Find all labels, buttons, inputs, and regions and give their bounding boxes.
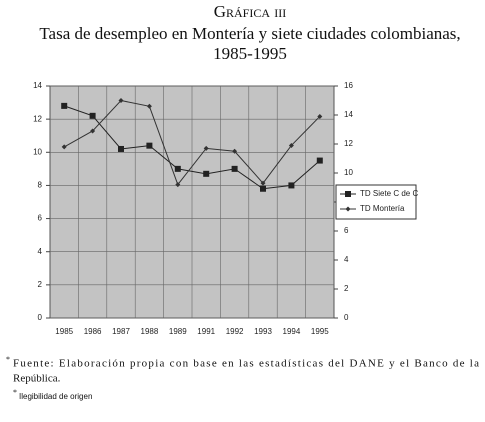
chart-title: Tasa de desempleo en Montería y siete ci… — [39, 24, 460, 43]
y2-tick-label: 12 — [344, 139, 353, 148]
footnote-marker: * — [6, 355, 10, 364]
y-tick-label: 14 — [33, 81, 42, 90]
y-tick-label: 4 — [38, 247, 43, 256]
y-tick-label: 8 — [38, 181, 43, 190]
marker-diamond — [146, 103, 152, 109]
x-tick-label: 1987 — [112, 327, 130, 336]
marker-square — [118, 145, 124, 152]
footnote: Fuente: Elaboración propia con base en l… — [13, 358, 479, 370]
y2-tick-label: 4 — [344, 255, 349, 264]
y2-tick-label: 14 — [344, 110, 353, 119]
marker-square — [146, 142, 153, 149]
footnote-marker: * — [13, 388, 17, 397]
marker-square — [61, 102, 68, 109]
marker-square — [316, 157, 323, 164]
marker-diamond — [232, 148, 238, 154]
y-tick-label: 10 — [33, 147, 42, 156]
marker-diamond — [61, 144, 67, 150]
marker-diamond — [260, 180, 266, 186]
marker-diamond — [203, 145, 209, 151]
x-tick-label: 1992 — [226, 327, 244, 336]
marker-diamond — [317, 113, 323, 119]
series-line — [63, 99, 321, 186]
legend-box — [335, 184, 417, 220]
y-tick-label: 2 — [38, 280, 43, 289]
legend-label: TD Montería — [360, 204, 405, 213]
x-tick-label: 1991 — [197, 327, 215, 336]
y2-tick-label: 6 — [344, 226, 349, 235]
y2-tick-label: 10 — [344, 168, 353, 177]
x-tick-label: 1993 — [254, 327, 272, 336]
marker-square — [345, 191, 351, 197]
marker-square — [288, 182, 295, 189]
y2-tick-label: 0 — [344, 313, 349, 322]
marker-diamond — [345, 206, 351, 212]
x-tick-label: 1989 — [169, 327, 187, 336]
series-line — [64, 105, 321, 190]
marker-square — [260, 185, 266, 192]
chart-subtitle: 1985-1995 — [213, 44, 287, 63]
x-tick-label: 1995 — [311, 327, 329, 336]
y-tick-label: 0 — [38, 313, 43, 322]
marker-diamond — [118, 98, 124, 103]
footnote: República. — [13, 373, 61, 385]
marker-square — [231, 165, 238, 172]
footnote: Ilegibilidad de origen — [19, 392, 92, 401]
x-tick-label: 1985 — [55, 327, 73, 336]
marker-diamond — [288, 142, 294, 148]
chart-label: Gráfica iii — [214, 2, 287, 21]
marker-square — [174, 165, 181, 172]
marker-diamond — [90, 128, 96, 134]
marker-square — [89, 112, 96, 119]
x-tick-label: 1988 — [141, 327, 159, 336]
y2-tick-label: 2 — [344, 284, 349, 293]
marker-square — [203, 170, 210, 177]
y2-tick-label: 16 — [344, 81, 353, 90]
x-tick-label: 1994 — [283, 327, 301, 336]
legend-label: TD Siete C de C — [360, 189, 418, 198]
x-tick-label: 1986 — [84, 327, 102, 336]
y-tick-label: 12 — [33, 114, 42, 123]
marker-diamond — [175, 182, 181, 188]
y-tick-label: 6 — [38, 214, 43, 223]
